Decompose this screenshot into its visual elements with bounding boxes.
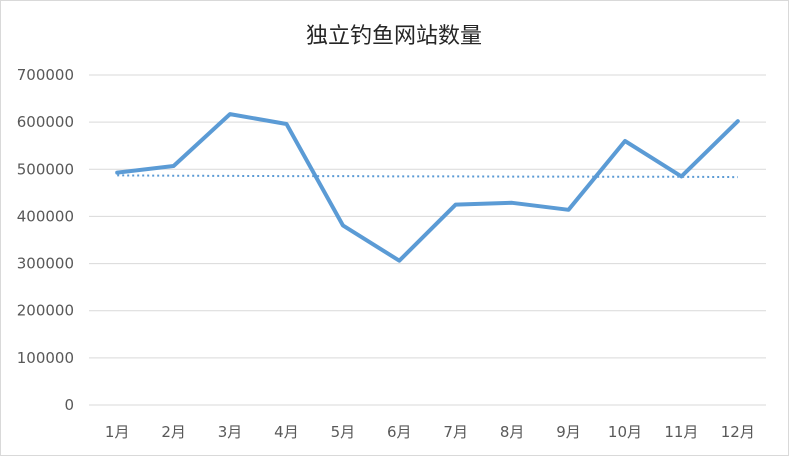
series-group — [117, 114, 738, 261]
gridlines — [89, 75, 766, 405]
x-tick-label: 3月 — [218, 423, 243, 441]
x-tick-label: 4月 — [274, 423, 299, 441]
x-tick-label: 12月 — [721, 423, 755, 441]
x-tick-label: 2月 — [161, 423, 186, 441]
series-line-dotted — [117, 175, 738, 177]
y-tick-label: 400000 — [17, 207, 74, 225]
chart-title: 独立钓鱼网站数量 — [306, 24, 482, 49]
x-tick-label: 11月 — [664, 423, 698, 441]
x-tick-label: 1月 — [105, 423, 130, 441]
y-tick-label: 600000 — [17, 113, 74, 131]
y-tick-label: 500000 — [17, 160, 74, 178]
series-line-solid — [117, 114, 738, 261]
x-axis-ticks: 1月 2月 3月 4月 5月 6月 7月 8月 9月 10月 11月 12月 — [105, 423, 755, 441]
y-tick-label: 300000 — [17, 255, 74, 273]
x-tick-label: 6月 — [387, 423, 412, 441]
x-tick-label: 7月 — [443, 423, 468, 441]
y-axis-ticks: 0 100000 200000 300000 400000 500000 600000 700… — [17, 66, 74, 414]
y-tick-label: 0 — [64, 396, 74, 414]
x-tick-label: 9月 — [556, 423, 581, 441]
x-tick-label: 5月 — [331, 423, 356, 441]
y-tick-label: 200000 — [17, 302, 74, 320]
x-tick-label: 8月 — [500, 423, 525, 441]
y-tick-label: 100000 — [17, 349, 74, 367]
x-tick-label: 10月 — [608, 423, 642, 441]
y-tick-label: 700000 — [17, 66, 74, 84]
